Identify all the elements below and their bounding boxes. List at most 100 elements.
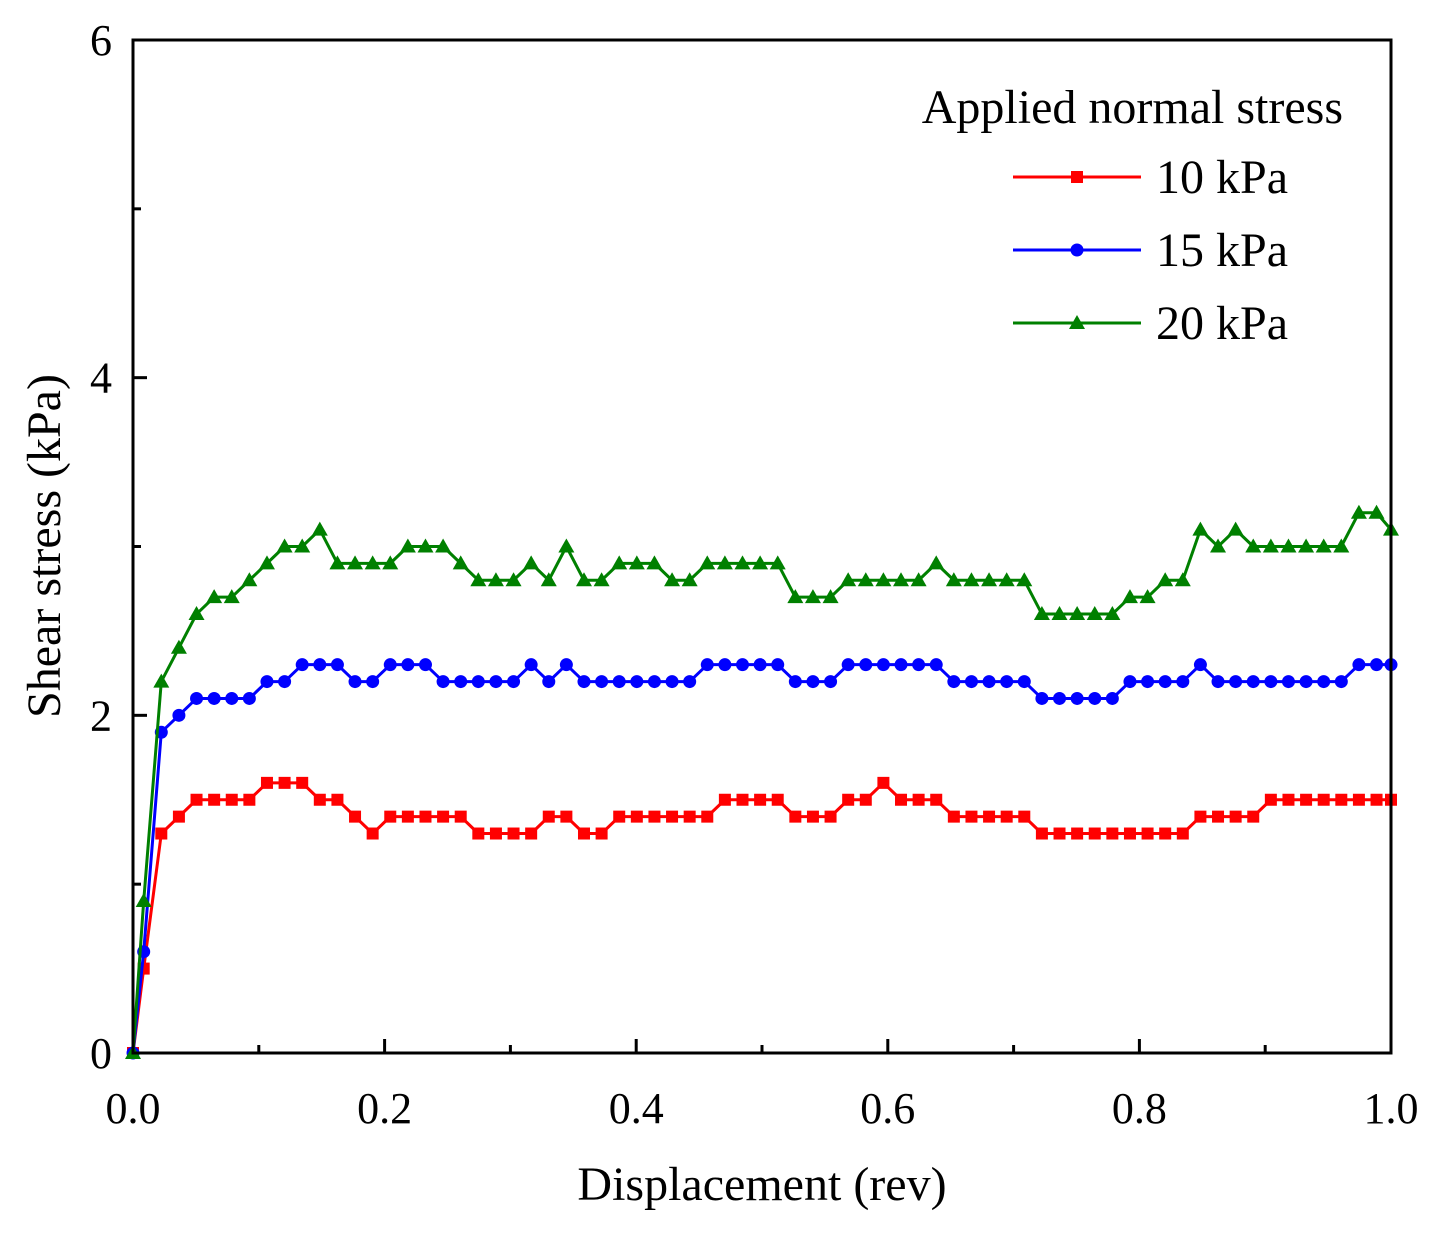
- data-point: [452, 555, 469, 570]
- data-point: [1106, 827, 1119, 840]
- data-point: [1334, 675, 1348, 689]
- data-point: [842, 793, 855, 806]
- data-point: [560, 810, 573, 823]
- data-point: [223, 589, 240, 604]
- data-point: [525, 827, 538, 840]
- data-point: [1281, 675, 1295, 689]
- data-point: [311, 521, 328, 536]
- data-point: [436, 675, 450, 689]
- data-point: [366, 675, 380, 689]
- data-point: [225, 793, 238, 806]
- data-point: [575, 572, 592, 587]
- data-point: [1141, 827, 1154, 840]
- data-point: [313, 658, 327, 672]
- data-point: [242, 691, 256, 705]
- data-point: [683, 810, 696, 823]
- series-1: [127, 776, 1397, 1059]
- data-point: [736, 658, 750, 672]
- data-point: [1071, 827, 1084, 840]
- legend-label: 20 kPa: [1156, 297, 1288, 350]
- data-point: [1121, 589, 1138, 604]
- data-point: [384, 810, 397, 823]
- data-point: [910, 572, 927, 587]
- data-point: [190, 793, 203, 806]
- data-point: [1157, 572, 1174, 587]
- legend-item: 20 kPa: [1013, 297, 1288, 350]
- data-point: [876, 658, 890, 672]
- data-point: [1212, 810, 1225, 823]
- data-point: [1018, 810, 1031, 823]
- data-point: [824, 810, 837, 823]
- y-tick-label: 6: [90, 16, 112, 65]
- data-point: [1088, 691, 1102, 705]
- data-point: [964, 675, 978, 689]
- data-point: [1315, 538, 1332, 553]
- data-point: [983, 810, 996, 823]
- data-point: [1086, 606, 1103, 621]
- data-point: [190, 691, 204, 705]
- data-point: [1053, 691, 1067, 705]
- x-tick-label: 0.6: [860, 1084, 915, 1133]
- data-point: [665, 675, 679, 689]
- data-point: [1245, 538, 1262, 553]
- data-point: [399, 538, 416, 553]
- data-point: [1247, 810, 1260, 823]
- data-point: [1264, 793, 1277, 806]
- data-point: [454, 810, 467, 823]
- data-point: [945, 572, 962, 587]
- data-point: [208, 793, 221, 806]
- data-point: [664, 572, 681, 587]
- data-point: [401, 658, 415, 672]
- data-point: [754, 793, 767, 806]
- data-point: [718, 793, 731, 806]
- data-point: [1370, 793, 1383, 806]
- data-point: [577, 675, 591, 689]
- data-point: [505, 572, 522, 587]
- data-point: [1159, 827, 1172, 840]
- data-point: [1123, 827, 1136, 840]
- data-point: [558, 538, 575, 553]
- data-point: [1053, 827, 1066, 840]
- data-point: [912, 793, 925, 806]
- data-point: [841, 658, 855, 672]
- data-point: [1352, 658, 1366, 672]
- data-point: [313, 793, 326, 806]
- legend-marker: [1069, 315, 1085, 329]
- data-point: [188, 606, 205, 621]
- data-point: [753, 658, 767, 672]
- data-point: [788, 675, 802, 689]
- series-3: [125, 504, 1399, 1059]
- ticks-layer: 0.0 0.2 0.4 0.6 0.8 1.0 0 2 4 6: [90, 16, 1419, 1133]
- data-point: [1282, 793, 1295, 806]
- data-point: [1370, 658, 1384, 672]
- data-point: [241, 572, 258, 587]
- data-point: [789, 810, 802, 823]
- data-point: [437, 810, 450, 823]
- legend-item: 10 kPa: [1013, 151, 1288, 204]
- series-line: [131, 663, 1391, 1054]
- data-point: [718, 658, 732, 672]
- data-point: [401, 810, 414, 823]
- data-point: [540, 572, 557, 587]
- data-point: [1016, 572, 1033, 587]
- series-2: [126, 658, 1398, 1060]
- series-line: [131, 781, 1391, 1054]
- data-point: [736, 793, 749, 806]
- data-point: [1210, 538, 1227, 553]
- data-point: [260, 675, 274, 689]
- data-point: [912, 658, 926, 672]
- data-point: [1317, 675, 1331, 689]
- data-point: [278, 675, 292, 689]
- data-point: [895, 793, 908, 806]
- data-point: [1229, 675, 1243, 689]
- legend-label: 15 kPa: [1156, 224, 1288, 277]
- data-point: [366, 827, 379, 840]
- data-point: [225, 691, 239, 705]
- data-point: [135, 893, 152, 908]
- data-point: [804, 589, 821, 604]
- data-point: [1227, 521, 1244, 536]
- data-point: [982, 675, 996, 689]
- data-point: [1174, 572, 1191, 587]
- data-point: [155, 827, 168, 840]
